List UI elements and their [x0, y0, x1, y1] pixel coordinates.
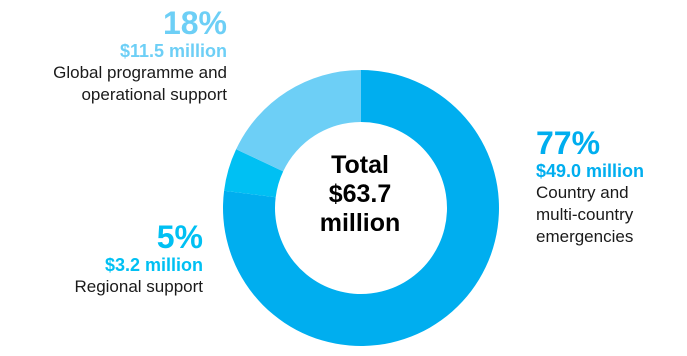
- center-total-label: Total $63.7 million: [285, 151, 435, 238]
- amount-label: $11.5 million: [119, 41, 227, 61]
- donut-slice-5pct: [224, 149, 284, 198]
- center-line-2: $63.7: [328, 180, 392, 208]
- amount-label: $49.0 million: [536, 161, 645, 181]
- amount-label: $3.2 million: [104, 255, 203, 275]
- description-line: multi-country: [536, 205, 634, 224]
- center-line-1: Total: [331, 151, 389, 179]
- description-line: Regional support: [74, 277, 203, 296]
- percent-label: 5%: [156, 219, 203, 255]
- label-country-emergencies: 77% $49.0 million Country and multi-coun…: [536, 126, 686, 248]
- description-line: emergencies: [536, 227, 634, 246]
- label-global-programme: 18% $11.5 million Global programme and o…: [0, 6, 227, 106]
- description-line: Country and: [536, 183, 629, 202]
- description-line: Global programme and: [53, 63, 227, 82]
- percent-label: 18%: [162, 5, 227, 41]
- donut-slice-77pct: [223, 70, 499, 346]
- center-line-3: million: [319, 209, 401, 237]
- description-line: operational support: [81, 85, 227, 104]
- donut-slice-18pct: [236, 70, 361, 172]
- label-regional-support: 5% $3.2 million Regional support: [3, 220, 203, 298]
- percent-label: 77%: [536, 125, 601, 161]
